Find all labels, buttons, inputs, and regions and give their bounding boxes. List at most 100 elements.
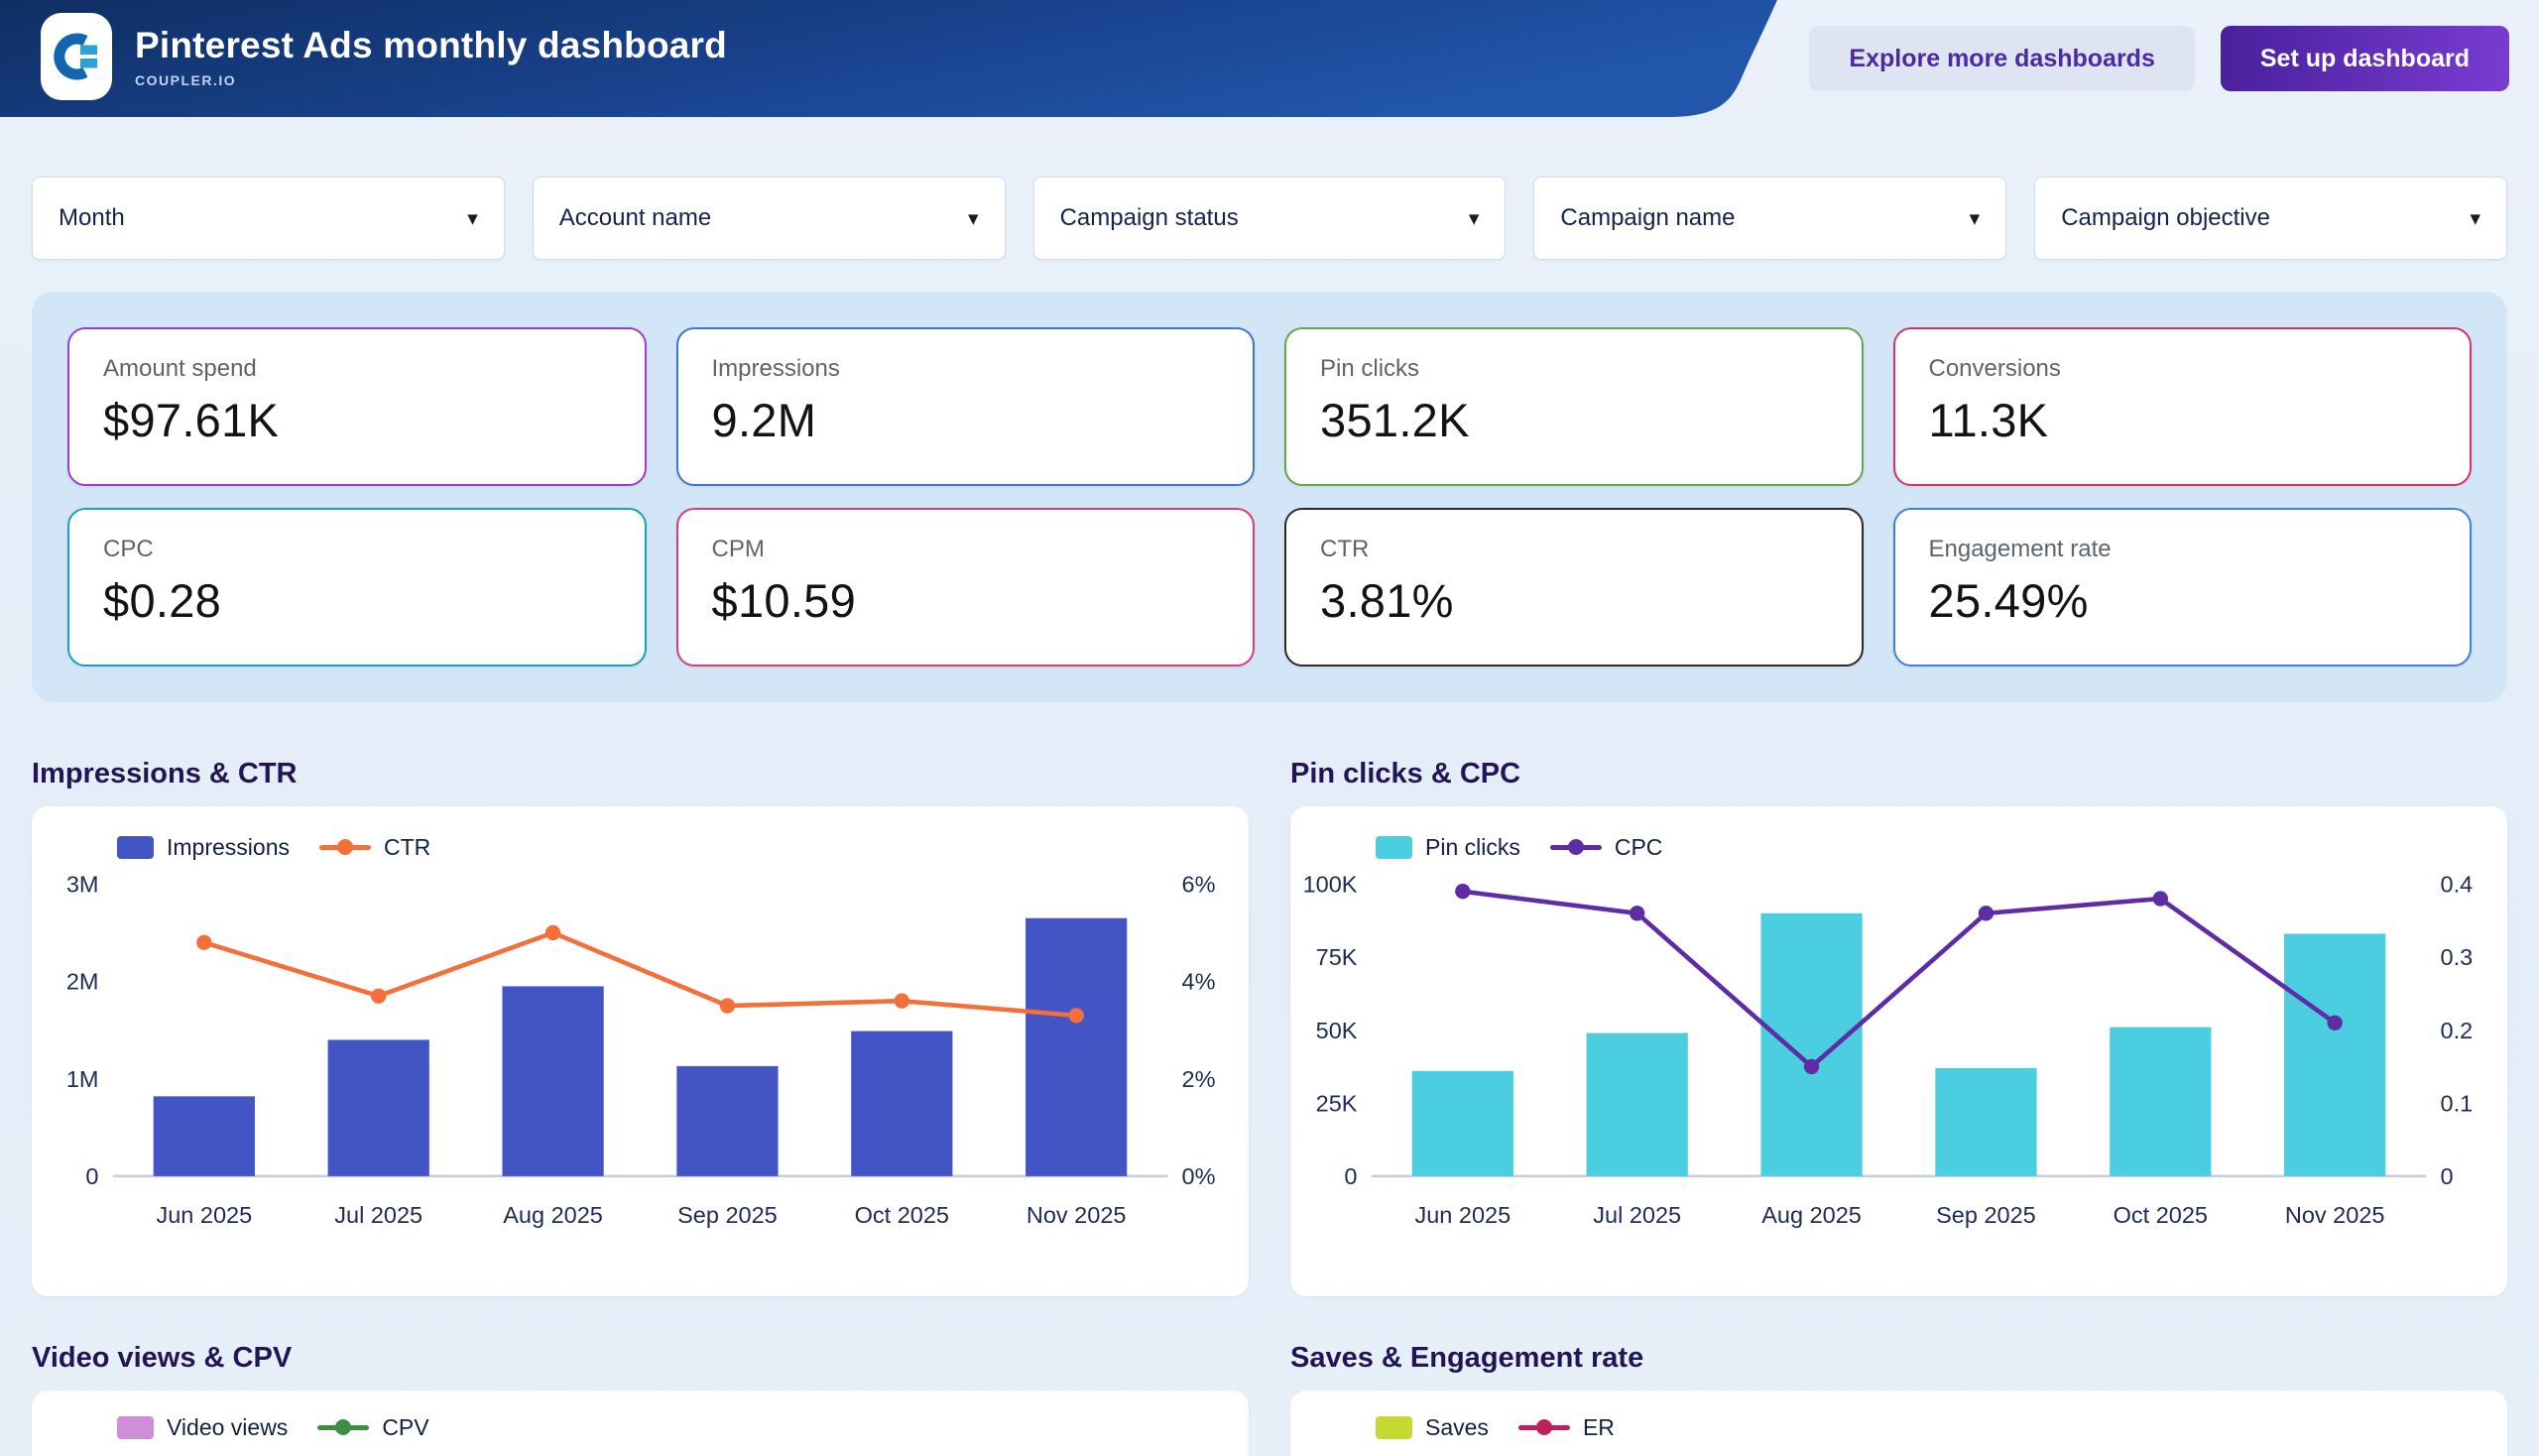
- filter-bar: Month ▾ Account name ▾ Campaign status ▾…: [32, 177, 2507, 260]
- filter-campaign-objective-label: Campaign objective: [2061, 204, 2270, 232]
- svg-text:50K: 50K: [1316, 1018, 1358, 1043]
- section-title: Video views & CPV: [32, 1342, 1249, 1375]
- section-title: Saves & Engagement rate: [1290, 1342, 2507, 1375]
- svg-text:75K: 75K: [1316, 944, 1358, 970]
- legend-er: ER: [1518, 1414, 1615, 1441]
- legend-label: Impressions: [167, 834, 290, 861]
- legend-label: ER: [1583, 1414, 1615, 1441]
- section-saves-er: Saves & Engagement rate Saves ER 100: [1290, 1342, 2507, 1456]
- kpi-value: $10.59: [712, 573, 1220, 628]
- kpi-card-engagement-rate: Engagement rate 25.49%: [1893, 508, 2473, 667]
- legend-pin-clicks: Pin clicks: [1376, 834, 1520, 861]
- section-pin-clicks-cpc: Pin clicks & CPC Pin clicks CPC 025K50K7…: [1290, 758, 2507, 1296]
- svg-text:Sep 2025: Sep 2025: [677, 1202, 778, 1228]
- pin-clicks-cpc-chart: 025K50K75K100K00.10.20.30.4Jun 2025Jul 2…: [1290, 868, 2507, 1304]
- legend-label: CPV: [382, 1414, 428, 1441]
- impressions-swatch-icon: [117, 836, 154, 859]
- legend-label: CTR: [384, 834, 430, 861]
- header-actions: Explore more dashboards Set up dashboard: [1809, 26, 2509, 91]
- setup-dashboard-button[interactable]: Set up dashboard: [2221, 26, 2509, 91]
- svg-text:3M: 3M: [66, 872, 99, 898]
- explore-dashboards-button[interactable]: Explore more dashboards: [1809, 26, 2194, 91]
- svg-text:100K: 100K: [1303, 872, 1358, 898]
- saves-er-chart-card: Saves ER 100K 40%: [1290, 1391, 2507, 1456]
- svg-text:0: 0: [1344, 1163, 1357, 1189]
- kpi-value: $0.28: [103, 573, 611, 628]
- kpi-card-conversions: Conversions 11.3K: [1893, 327, 2473, 486]
- chevron-down-icon: ▾: [1970, 206, 1981, 231]
- cpc-line-swatch-icon: [1550, 845, 1602, 850]
- kpi-value: 25.49%: [1929, 573, 2437, 628]
- legend-label: Saves: [1425, 1414, 1489, 1441]
- chart-legend: Impressions CTR: [117, 832, 1249, 862]
- pin-clicks-swatch-icon: [1376, 836, 1412, 859]
- legend-cpv: CPV: [317, 1414, 428, 1441]
- main-content: Month ▾ Account name ▾ Campaign status ▾…: [0, 177, 2539, 1456]
- filter-month-label: Month: [59, 204, 125, 232]
- kpi-label: Amount spend: [103, 355, 611, 383]
- legend-label: CPC: [1615, 834, 1663, 861]
- video-views-swatch-icon: [117, 1416, 154, 1439]
- chart-legend: Pin clicks CPC: [1376, 832, 2507, 862]
- page-title: Pinterest Ads monthly dashboard: [135, 25, 727, 66]
- svg-text:Aug 2025: Aug 2025: [503, 1202, 603, 1228]
- kpi-value: $97.61K: [103, 393, 611, 447]
- kpi-value: 9.2M: [712, 393, 1220, 447]
- legend-video-views: Video views: [117, 1414, 288, 1441]
- app-header: Pinterest Ads monthly dashboard COUPLER.…: [0, 0, 2539, 117]
- chevron-down-icon: ▾: [968, 206, 979, 231]
- svg-text:Sep 2025: Sep 2025: [1936, 1202, 2036, 1228]
- svg-text:Jul 2025: Jul 2025: [1593, 1202, 1681, 1228]
- saves-swatch-icon: [1376, 1416, 1412, 1439]
- filter-account-name[interactable]: Account name ▾: [533, 177, 1006, 260]
- er-line-swatch-icon: [1518, 1425, 1570, 1430]
- legend-cpc: CPC: [1550, 834, 1663, 861]
- svg-text:Jun 2025: Jun 2025: [1414, 1202, 1511, 1228]
- kpi-panel: Amount spend $97.61K Impressions 9.2M Pi…: [32, 292, 2507, 702]
- svg-text:0.2: 0.2: [2441, 1018, 2474, 1043]
- kpi-label: CPC: [103, 536, 611, 563]
- svg-text:0: 0: [2441, 1163, 2454, 1189]
- legend-impressions: Impressions: [117, 834, 290, 861]
- impressions-ctr-chart-card: Impressions CTR 01M2M3M0%2%4%6%Jun 2025J…: [32, 806, 1249, 1296]
- legend-ctr: CTR: [319, 834, 430, 861]
- kpi-label: CPM: [712, 536, 1220, 563]
- dashboard-page: Pinterest Ads monthly dashboard COUPLER.…: [0, 0, 2539, 1456]
- svg-text:2M: 2M: [66, 969, 99, 995]
- svg-text:Nov 2025: Nov 2025: [1027, 1202, 1127, 1228]
- filter-campaign-name[interactable]: Campaign name ▾: [1533, 177, 2006, 260]
- kpi-card-amount-spend: Amount spend $97.61K: [67, 327, 647, 486]
- svg-text:0.3: 0.3: [2441, 944, 2474, 970]
- kpi-card-cpm: CPM $10.59: [676, 508, 1256, 667]
- svg-text:6%: 6%: [1182, 872, 1216, 898]
- kpi-value: 3.81%: [1320, 573, 1828, 628]
- svg-text:1M: 1M: [66, 1066, 99, 1092]
- filter-account-name-label: Account name: [559, 204, 711, 232]
- filter-campaign-objective[interactable]: Campaign objective ▾: [2034, 177, 2507, 260]
- filter-campaign-name-label: Campaign name: [1560, 204, 1735, 232]
- brand-subtitle: COUPLER.IO: [135, 72, 727, 88]
- svg-text:Nov 2025: Nov 2025: [2285, 1202, 2385, 1228]
- cpv-line-swatch-icon: [317, 1425, 369, 1430]
- filter-month[interactable]: Month ▾: [32, 177, 505, 260]
- section-impressions-ctr: Impressions & CTR Impressions CTR 01M2M3…: [32, 758, 1249, 1296]
- kpi-label: Pin clicks: [1320, 355, 1828, 383]
- filter-campaign-status[interactable]: Campaign status ▾: [1033, 177, 1507, 260]
- kpi-card-ctr: CTR 3.81%: [1284, 508, 1864, 667]
- coupler-logo-icon: [40, 12, 113, 101]
- chevron-down-icon: ▾: [467, 206, 478, 231]
- kpi-value: 351.2K: [1320, 393, 1828, 447]
- chart-legend: Saves ER: [1376, 1412, 2507, 1442]
- legend-label: Video views: [167, 1414, 288, 1441]
- ctr-line-swatch-icon: [319, 845, 371, 850]
- legend-saves: Saves: [1376, 1414, 1489, 1441]
- svg-text:2%: 2%: [1182, 1066, 1216, 1092]
- impressions-ctr-chart: 01M2M3M0%2%4%6%Jun 2025Jul 2025Aug 2025S…: [32, 868, 1249, 1304]
- section-video-views-cpv: Video views & CPV Video views CPV 1.: [32, 1342, 1249, 1456]
- kpi-value: 11.3K: [1929, 393, 2437, 447]
- header-titles: Pinterest Ads monthly dashboard COUPLER.…: [135, 25, 727, 88]
- kpi-label: Engagement rate: [1929, 536, 2437, 563]
- kpi-label: Impressions: [712, 355, 1220, 383]
- video-views-cpv-chart-card: Video views CPV 1.5M 0.06: [32, 1391, 1249, 1456]
- svg-text:0.1: 0.1: [2441, 1090, 2474, 1116]
